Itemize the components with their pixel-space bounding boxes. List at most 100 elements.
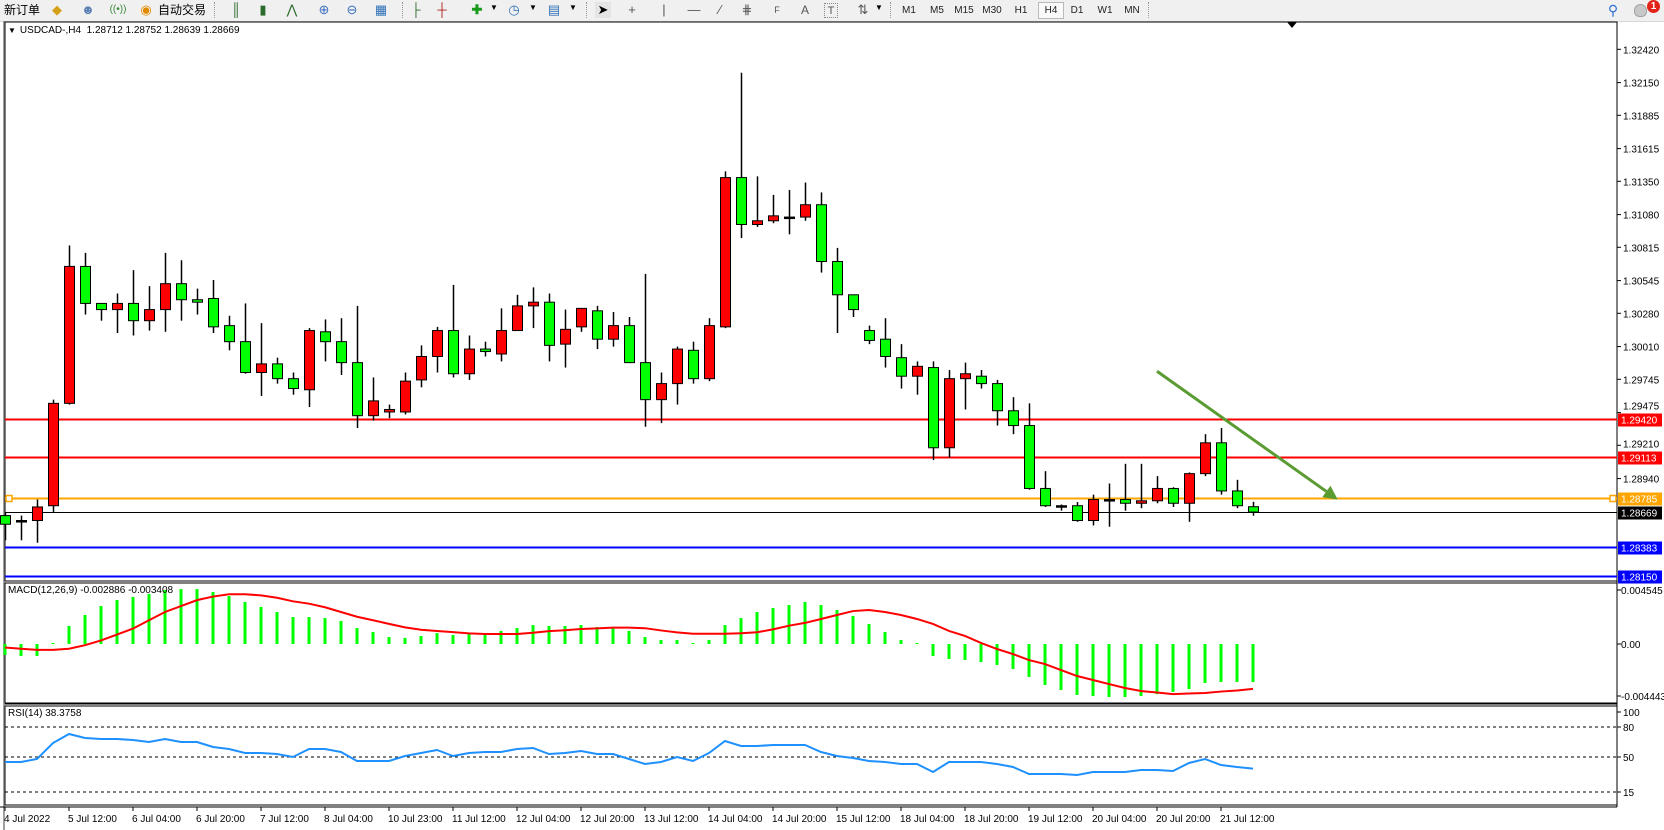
candle[interactable] [256, 363, 267, 374]
candle[interactable] [544, 301, 555, 346]
candle[interactable] [416, 355, 427, 381]
chevron-down-icon[interactable]: ▼ [490, 3, 498, 12]
candle[interactable] [1024, 425, 1035, 489]
candle[interactable] [288, 378, 299, 390]
candle[interactable] [528, 301, 539, 307]
auto-trading-button[interactable]: 自动交易 [158, 3, 207, 17]
search-icon[interactable]: ⚲ [1607, 2, 1619, 18]
candlestick-icon[interactable]: ▮ [259, 2, 267, 17]
candle[interactable] [736, 177, 747, 225]
candle[interactable] [960, 373, 971, 380]
fibonacci-icon[interactable]: F [774, 5, 780, 15]
candle[interactable] [0, 515, 11, 525]
timeframe-m30[interactable]: M30 [982, 5, 1002, 16]
candle[interactable] [672, 348, 683, 385]
candle[interactable] [336, 341, 347, 364]
candle[interactable] [160, 283, 171, 311]
timeframe-d1[interactable]: D1 [1070, 5, 1084, 16]
candle[interactable] [1152, 487, 1163, 502]
chart-menu-triangle-icon[interactable]: ▼ [8, 26, 16, 35]
chart-window[interactable] [3, 21, 1664, 830]
candle[interactable] [480, 348, 491, 353]
trend-arrow-line[interactable] [1156, 370, 1328, 493]
periods-icon[interactable]: ◷ [508, 2, 520, 17]
indicators-icon[interactable]: ✚ [471, 2, 483, 17]
candle[interactable] [1040, 487, 1051, 507]
candle[interactable] [352, 362, 363, 417]
candle[interactable] [32, 506, 43, 522]
timeframe-m15[interactable]: M15 [954, 5, 974, 16]
timeframe-m1[interactable]: M1 [902, 5, 916, 16]
candle[interactable] [656, 383, 667, 401]
line-anchor-icon[interactable] [5, 494, 13, 503]
text-label-icon[interactable]: T [824, 3, 838, 18]
candle[interactable] [80, 265, 91, 304]
candle[interactable] [1232, 490, 1243, 507]
candle[interactable] [384, 409, 395, 413]
candle[interactable] [640, 362, 651, 401]
tile-windows-icon[interactable]: ▦ [374, 2, 388, 17]
timeframe-w1[interactable]: W1 [1097, 5, 1113, 16]
candle[interactable] [912, 365, 923, 377]
bar-chart-icon[interactable]: ║ [231, 2, 241, 17]
candle[interactable] [992, 383, 1003, 412]
candle[interactable] [1104, 499, 1115, 502]
trend-arrowhead-icon[interactable] [1322, 485, 1338, 500]
candle[interactable] [1136, 500, 1147, 504]
timeframe-h4[interactable]: H4 [1038, 2, 1064, 19]
candle[interactable] [320, 331, 331, 343]
text-icon[interactable]: A [800, 3, 809, 17]
candle[interactable] [560, 328, 571, 345]
candle[interactable] [1088, 499, 1099, 522]
candle[interactable] [64, 265, 75, 404]
candle[interactable] [512, 305, 523, 332]
candle[interactable] [240, 341, 251, 374]
candle[interactable] [752, 220, 763, 225]
candle[interactable] [112, 302, 123, 311]
auto-trading-icon[interactable]: ◉ [140, 2, 152, 17]
notification-icon[interactable] [1634, 4, 1647, 17]
candle[interactable] [704, 325, 715, 380]
candle[interactable] [48, 402, 59, 507]
candle[interactable] [768, 215, 779, 222]
candle[interactable] [1200, 442, 1211, 475]
candle[interactable] [304, 330, 315, 391]
line-chart-icon[interactable]: ⋀ [286, 2, 298, 17]
candle[interactable] [800, 204, 811, 218]
horizontal-line-icon[interactable]: — [687, 2, 701, 17]
candle[interactable] [608, 325, 619, 340]
candle[interactable] [816, 204, 827, 262]
candle[interactable] [448, 330, 459, 375]
candle[interactable] [208, 297, 219, 328]
candle[interactable] [1072, 505, 1083, 522]
timeframe-h1[interactable]: H1 [1014, 5, 1028, 16]
candle[interactable] [896, 357, 907, 377]
candle[interactable] [1248, 506, 1259, 513]
candle[interactable] [720, 177, 731, 328]
candle[interactable] [848, 294, 859, 311]
templates-icon[interactable]: ▤ [547, 2, 561, 17]
chevron-down-icon[interactable]: ▼ [875, 3, 883, 12]
candle[interactable] [976, 375, 987, 385]
line-anchor-icon[interactable] [1609, 494, 1617, 503]
candle[interactable] [464, 348, 475, 375]
chart-shift-icon[interactable]: ┼ [437, 2, 447, 17]
candle[interactable] [1056, 505, 1067, 508]
candle[interactable] [688, 349, 699, 380]
candle[interactable] [96, 302, 107, 311]
candle[interactable] [880, 338, 891, 357]
candle[interactable] [784, 216, 795, 220]
candle[interactable] [400, 380, 411, 413]
zoom-in-icon[interactable]: ⊕ [318, 2, 330, 17]
candle[interactable] [272, 363, 283, 380]
candle[interactable] [1168, 487, 1179, 504]
candle[interactable] [496, 330, 507, 355]
signals-icon[interactable]: ((•)) [109, 4, 127, 15]
candle[interactable] [592, 310, 603, 340]
candle[interactable] [16, 520, 27, 523]
vertical-line-icon[interactable]: | [662, 2, 666, 17]
crosshair-icon[interactable]: + [628, 2, 636, 17]
candle[interactable] [832, 260, 843, 296]
candle[interactable] [928, 367, 939, 449]
